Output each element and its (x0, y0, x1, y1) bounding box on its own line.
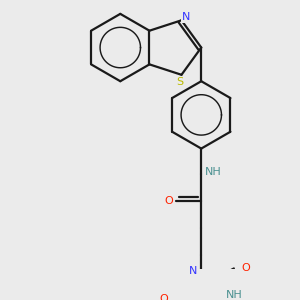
Text: NH: NH (226, 290, 243, 300)
Text: N: N (189, 266, 197, 276)
Text: O: O (159, 294, 168, 300)
Text: N: N (182, 12, 190, 22)
Text: O: O (164, 196, 173, 206)
Text: NH: NH (205, 167, 221, 177)
Text: S: S (176, 77, 183, 87)
Text: O: O (241, 263, 250, 273)
